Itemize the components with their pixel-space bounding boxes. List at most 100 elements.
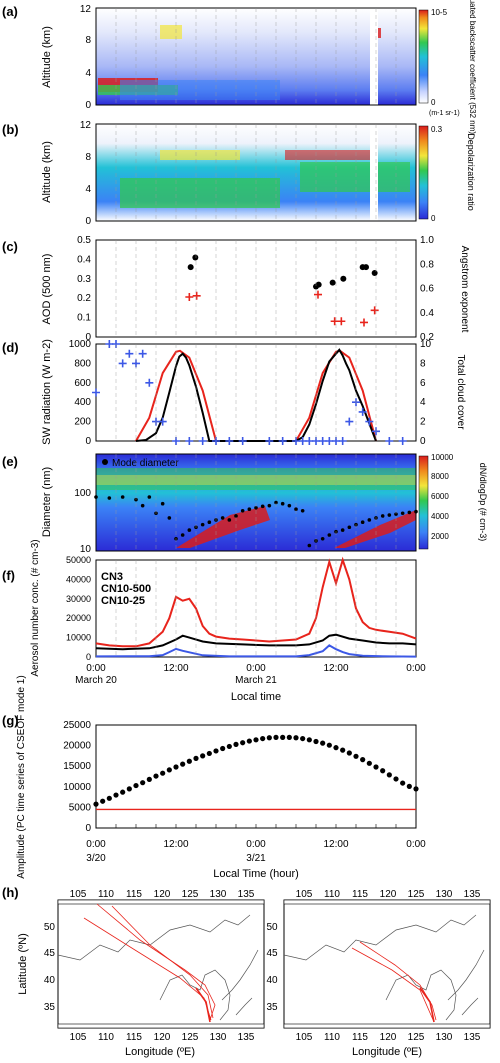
panel-b-colorbar-top: 0.3 — [431, 125, 443, 134]
panel-d-cloud-point-9 — [158, 417, 167, 426]
panel-c-aod-point-5 — [340, 275, 347, 282]
panel-g-xtick-1: 12:00 — [163, 839, 188, 850]
panel-e-nucleation-1 — [176, 506, 270, 548]
map-right-ytick-50: 50 — [266, 922, 278, 933]
map-left: Latitude (ºN) 50 45 40 35 Longitude (ºE)… — [17, 889, 265, 1058]
panel-e-colorbar — [418, 455, 429, 550]
panel-f-line-cn10-25 — [95, 644, 417, 658]
panel-g-point-19 — [220, 745, 226, 752]
panel-g-point-33 — [313, 738, 319, 745]
panel-e-mode-point-37 — [360, 520, 365, 525]
panel-d-ylabel2: Total cloud cover — [455, 354, 466, 430]
panel-d-cloud-point-31 — [385, 437, 394, 445]
panel-g-marks: 0 5000 10000 15000 20000 25000 0:00 12:00 0:00 12… — [63, 720, 426, 850]
panel-b-layers — [120, 124, 410, 221]
panel-g-xlabel: Local Time (hour) — [213, 868, 299, 880]
map-right-xticks-top-1: 110 — [324, 889, 340, 900]
panel-g-point-3 — [113, 792, 119, 798]
map-right-xticks-bottom-5: 130 — [436, 1032, 453, 1043]
panel-d-cloud-point-3 — [118, 359, 127, 368]
panel-f-ytick-0: 0 — [86, 652, 91, 662]
map-left-xticks-top-5: 130 — [210, 889, 227, 900]
map-left-border-top — [57, 899, 265, 905]
panel-g-point-10 — [160, 770, 166, 776]
panel-a-ylabel: Altitude (km) — [41, 26, 53, 88]
panel-e-mode-point-22 — [260, 504, 265, 509]
panel-e-mode-point-18 — [234, 514, 238, 518]
panel-g-date-3-20: 3/20 — [86, 853, 106, 864]
panel-g-point-43 — [380, 768, 386, 774]
panel-b-layer-green — [120, 178, 280, 208]
panel-g-point-24 — [253, 737, 259, 743]
panel-g-point-9 — [153, 773, 159, 779]
panel-label-e: (e) — [2, 454, 18, 469]
panel-f-ytick-3: 30000 — [66, 594, 91, 604]
panel-b-colorbar-title: Depolarization ratio — [466, 133, 476, 211]
panel-g-point-25 — [260, 735, 266, 742]
time-tick-3: 12:00 — [323, 663, 348, 674]
map-right-xticks-bottom-1: 110 — [324, 1032, 340, 1043]
panel-a-colorbar — [418, 9, 429, 104]
panel-e-mode-point-2 — [120, 495, 125, 499]
panel-f: (f) Aerosol number conc. (# cm-3) CN3 CN… — [2, 539, 417, 703]
panel-g-point-36 — [333, 745, 339, 751]
panel-d-cloud-point-23 — [325, 437, 334, 445]
panel-e-mode-point-0 — [94, 495, 98, 499]
map-right-xticks-bottom-2: 115 — [352, 1032, 368, 1043]
panel-g-ytick-5: 25000 — [63, 720, 91, 731]
map-right-xticks-top-4: 125 — [408, 889, 425, 900]
panel-d-ytick-5: 1000 — [69, 339, 92, 350]
panel-a-aerosol-layers — [98, 8, 381, 105]
map-left-trajectory-4 — [195, 987, 211, 1023]
panel-f-line-cn3 — [95, 556, 417, 648]
panel-c-aod-point-7 — [363, 264, 369, 271]
panel-label-a: (a) — [2, 4, 18, 19]
panel-f-ylabel: Aerosol number conc. (# cm-3) — [30, 539, 41, 676]
panel-e-ytick-10: 10 — [80, 544, 92, 555]
map-right-trajectory-1 — [359, 941, 437, 1021]
panel-e-colorbar-title: dN/dlogDp (# cm-3) — [478, 463, 488, 542]
panel-g-point-35 — [326, 742, 332, 748]
time-axis-ticks: 0:00 12:00 0:00 12:00 0:00 — [86, 663, 426, 674]
panel-g-point-23 — [246, 738, 252, 744]
panel-e-mode-point-32 — [327, 533, 332, 537]
map-left-xticks-bottom-3: 120 — [154, 1032, 171, 1043]
panel-g-point-42 — [373, 764, 379, 770]
panel-g-point-45 — [393, 776, 399, 782]
map-right-xticks-top-6: 135 — [464, 889, 481, 900]
map-right-ytick-35: 35 — [266, 1002, 278, 1013]
panel-g-point-17 — [206, 750, 212, 757]
panel-c-angstrom-point-6 — [370, 306, 379, 315]
panel-e-mode-point-19 — [240, 508, 245, 513]
panel-c-angstrom-point-5 — [360, 318, 368, 327]
panel-f-ytick-4: 40000 — [66, 574, 91, 584]
panel-c-ylabel2: Angstrom exponent — [459, 246, 470, 333]
panel-g-point-8 — [146, 776, 152, 782]
panel-e-mode-point-44 — [407, 510, 412, 515]
date-label-march-20: March 20 — [75, 675, 117, 686]
panel-g-point-34 — [320, 740, 326, 746]
panel-g-point-46 — [400, 780, 406, 786]
panel-f-ytick-5: 50000 — [66, 555, 91, 565]
map-left-xticks-top-2: 115 — [126, 889, 142, 900]
map-right-trajectory-3 — [419, 987, 435, 1023]
panel-c-aod-point-8 — [371, 269, 378, 276]
panel-label-g: (g) — [2, 713, 19, 728]
panel-f-ytick-1: 10000 — [66, 633, 91, 643]
panel-c-aod-point-3 — [315, 281, 322, 288]
panel-d-cloud-point-26 — [345, 417, 354, 426]
panel-b-colorbar — [418, 125, 429, 220]
panel-c-ytick2-0: 0.2 — [420, 332, 434, 343]
map-right-xticks-top-3: 120 — [380, 889, 397, 900]
panel-g-point-37 — [340, 747, 346, 753]
map-left-xticks-bottom-6: 135 — [238, 1032, 255, 1043]
panel-e-band-yellow — [96, 475, 416, 485]
panel-label-h: (h) — [2, 885, 19, 900]
panel-g-xtick-4: 0:00 — [406, 839, 426, 850]
panel-e-mode-point-7 — [160, 501, 165, 506]
panel-e-colorbar-tick-6000: 6000 — [431, 492, 449, 501]
panel-e-mode-point-24 — [274, 500, 278, 505]
panel-e-colorbar-tick-8000: 8000 — [431, 472, 449, 481]
panel-e-mode-point-34 — [340, 528, 345, 532]
